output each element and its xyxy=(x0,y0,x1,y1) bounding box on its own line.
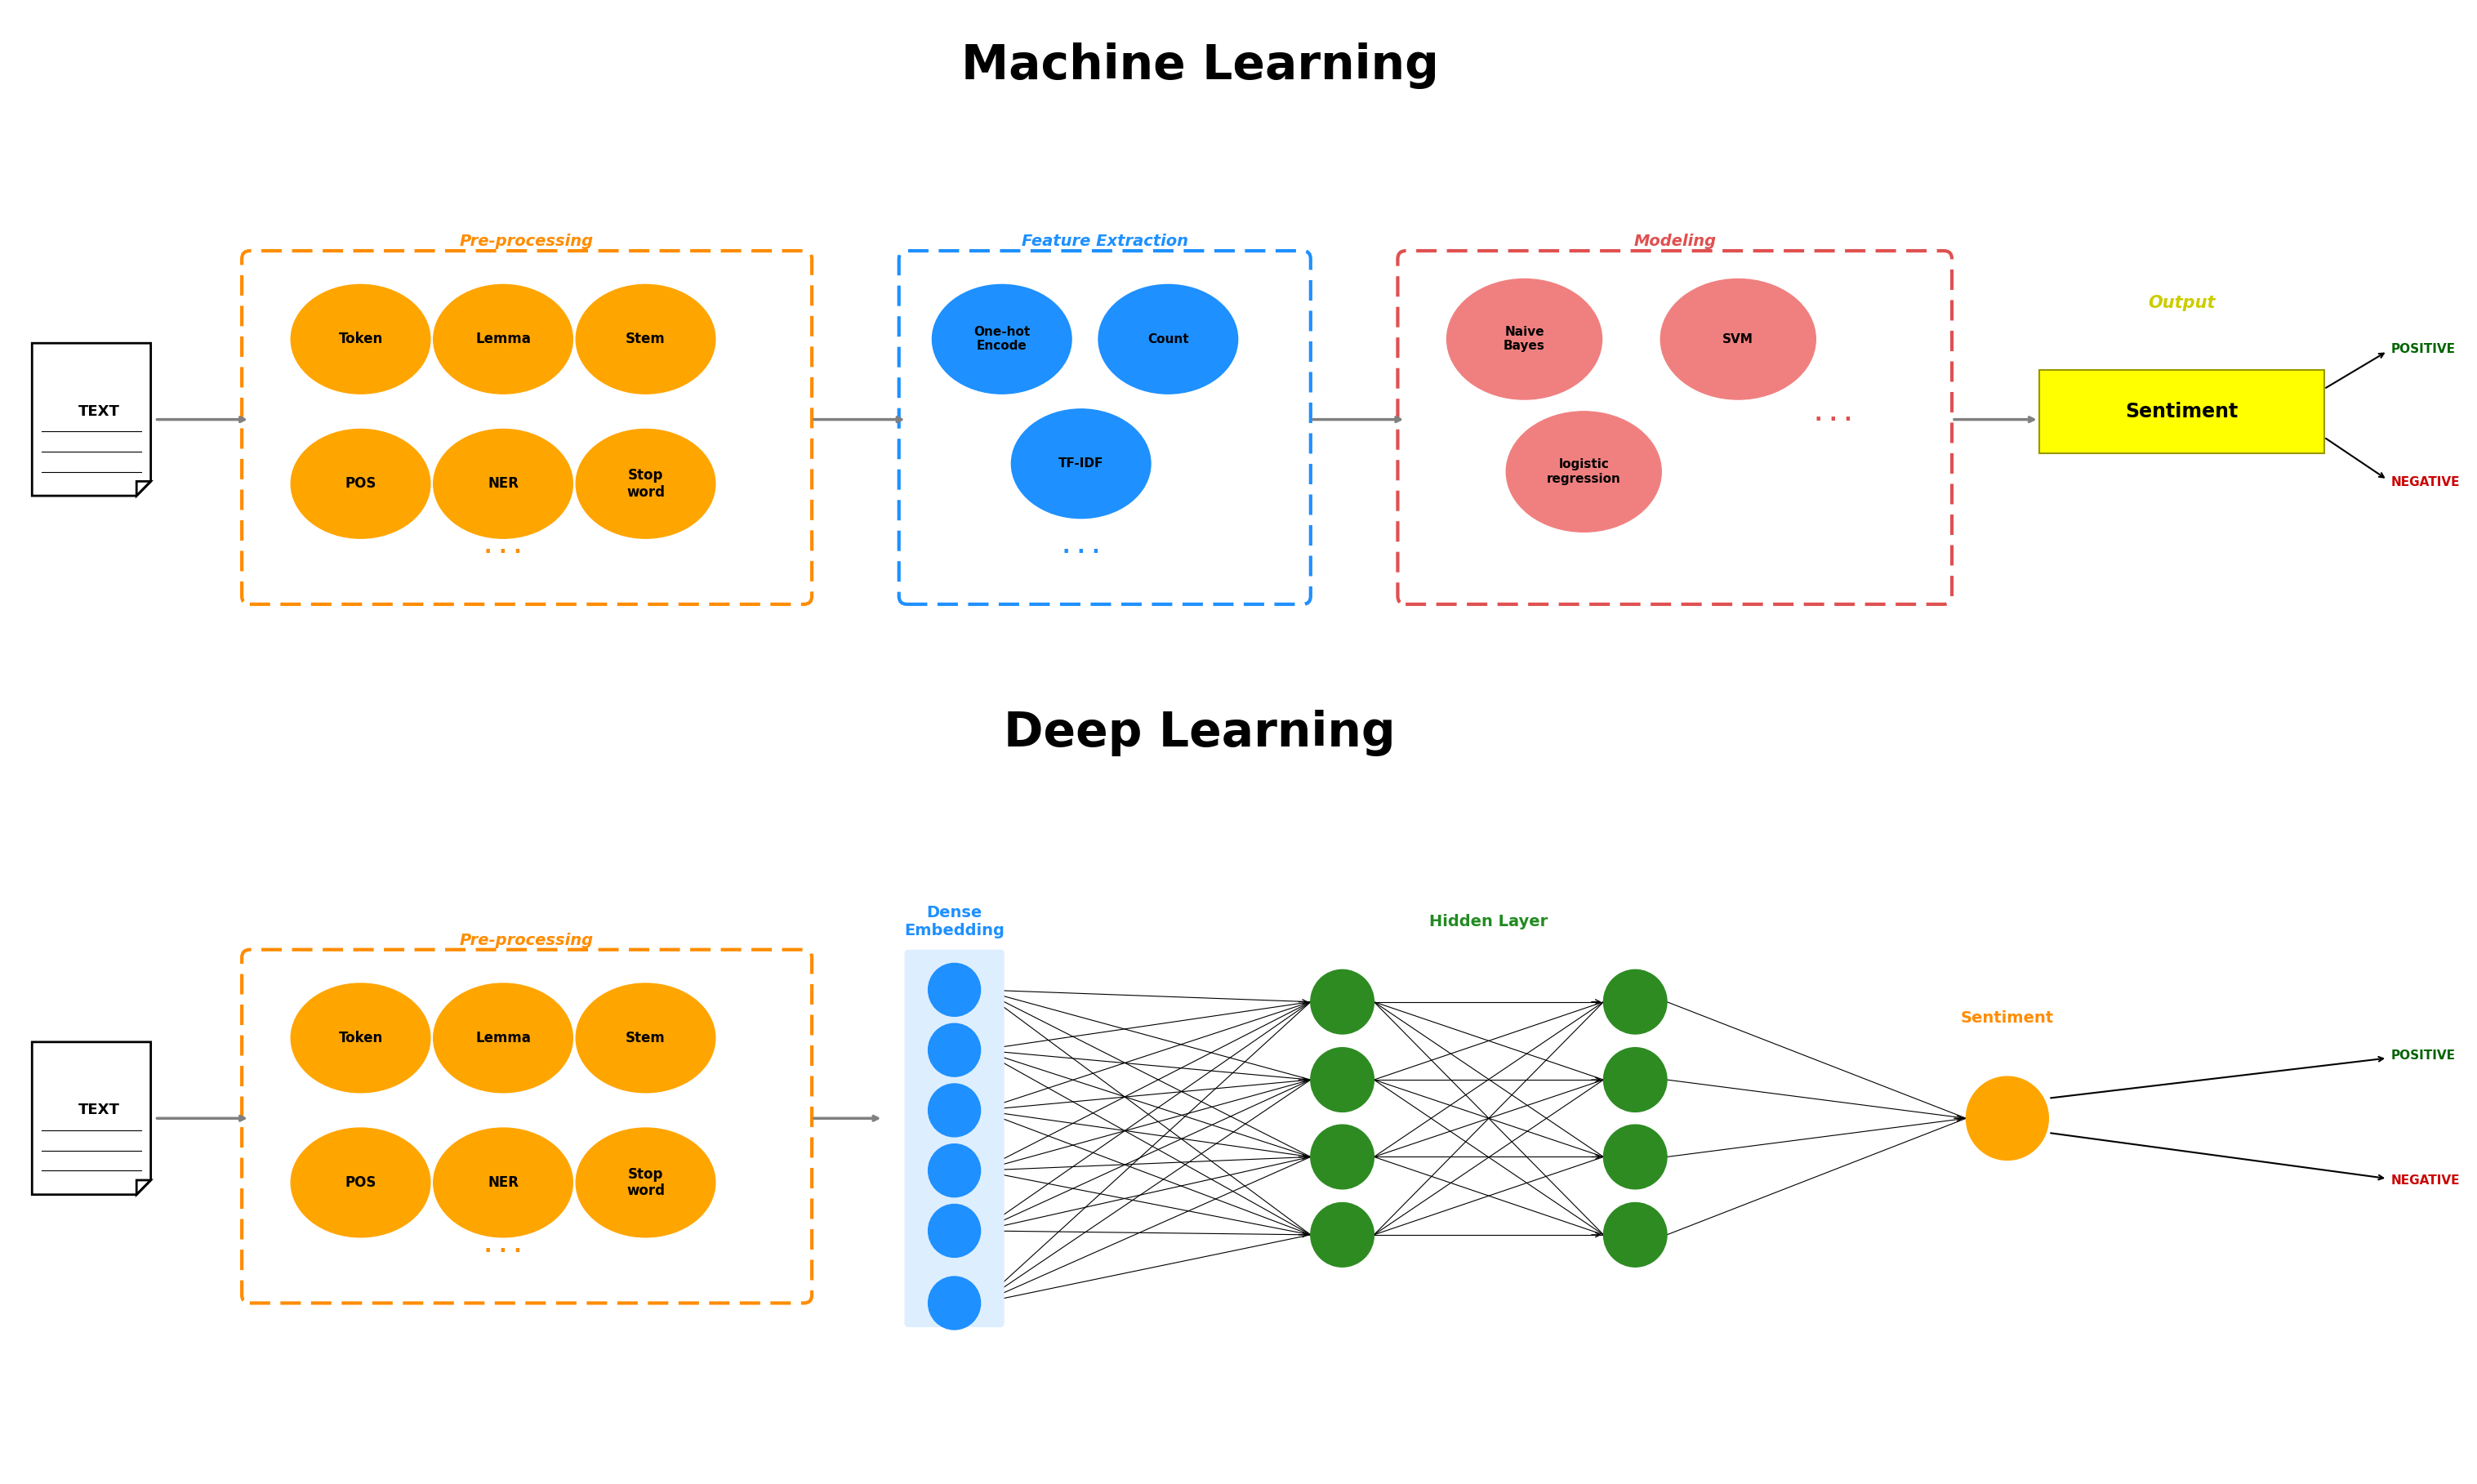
Ellipse shape xyxy=(433,285,572,393)
Circle shape xyxy=(1310,969,1375,1034)
Text: · · ·: · · · xyxy=(1816,410,1853,429)
Ellipse shape xyxy=(1447,279,1603,399)
Text: POSITIVE: POSITIVE xyxy=(2390,343,2455,355)
Circle shape xyxy=(929,1276,981,1330)
Ellipse shape xyxy=(290,429,431,539)
Text: POS: POS xyxy=(344,476,377,491)
Circle shape xyxy=(929,1083,981,1137)
Ellipse shape xyxy=(1660,279,1816,399)
Text: logistic
regression: logistic regression xyxy=(1546,459,1620,485)
Text: Lemma: Lemma xyxy=(476,1031,530,1045)
Text: Modeling: Modeling xyxy=(1632,233,1717,249)
Ellipse shape xyxy=(433,1128,572,1238)
Text: TF-IDF: TF-IDF xyxy=(1058,457,1105,470)
Text: Feature Extraction: Feature Extraction xyxy=(1021,233,1189,249)
Text: Count: Count xyxy=(1147,332,1189,346)
Text: POSITIVE: POSITIVE xyxy=(2390,1049,2455,1061)
Ellipse shape xyxy=(1506,411,1662,531)
Circle shape xyxy=(1603,1125,1667,1189)
Circle shape xyxy=(929,1144,981,1198)
Text: · · ·: · · · xyxy=(1063,542,1100,562)
Text: Naive
Bayes: Naive Bayes xyxy=(1504,326,1546,352)
Text: NER: NER xyxy=(488,1175,518,1190)
Text: · · ·: · · · xyxy=(485,1241,523,1260)
Text: Token: Token xyxy=(339,1031,384,1045)
Circle shape xyxy=(1603,1202,1667,1267)
Circle shape xyxy=(1603,969,1667,1034)
Ellipse shape xyxy=(577,1128,716,1238)
Circle shape xyxy=(929,1024,981,1076)
Circle shape xyxy=(929,1205,981,1257)
Text: NEGATIVE: NEGATIVE xyxy=(2390,476,2460,488)
Text: Output: Output xyxy=(2148,295,2214,312)
Text: Dense
Embedding: Dense Embedding xyxy=(904,905,1006,938)
Text: TEXT: TEXT xyxy=(79,404,119,418)
FancyBboxPatch shape xyxy=(2039,370,2323,453)
Ellipse shape xyxy=(290,285,431,393)
Ellipse shape xyxy=(290,984,431,1092)
Text: Hidden Layer: Hidden Layer xyxy=(1429,914,1548,929)
Ellipse shape xyxy=(433,429,572,539)
Circle shape xyxy=(1603,1048,1667,1112)
Ellipse shape xyxy=(577,984,716,1092)
Text: TEXT: TEXT xyxy=(79,1103,119,1117)
FancyBboxPatch shape xyxy=(904,950,1003,1327)
Text: NEGATIVE: NEGATIVE xyxy=(2390,1175,2460,1187)
Ellipse shape xyxy=(577,285,716,393)
Text: Lemma: Lemma xyxy=(476,332,530,347)
Ellipse shape xyxy=(290,1128,431,1238)
Circle shape xyxy=(1967,1076,2048,1160)
Text: Pre-processing: Pre-processing xyxy=(461,233,594,249)
Text: Sentiment: Sentiment xyxy=(1962,1011,2053,1025)
Text: SVM: SVM xyxy=(1722,332,1754,346)
Text: Machine Learning: Machine Learning xyxy=(961,43,1439,89)
Text: Stop
word: Stop word xyxy=(627,467,664,500)
Text: · · ·: · · · xyxy=(485,542,523,562)
Text: One-hot
Encode: One-hot Encode xyxy=(973,326,1030,352)
Text: Pre-processing: Pre-processing xyxy=(461,932,594,948)
Ellipse shape xyxy=(433,984,572,1092)
Ellipse shape xyxy=(577,429,716,539)
Ellipse shape xyxy=(1011,410,1152,518)
Circle shape xyxy=(929,963,981,1017)
Circle shape xyxy=(1310,1048,1375,1112)
Text: POS: POS xyxy=(344,1175,377,1190)
Text: NER: NER xyxy=(488,476,518,491)
Text: Deep Learning: Deep Learning xyxy=(1003,709,1395,755)
Text: Stem: Stem xyxy=(627,332,666,347)
Text: Stem: Stem xyxy=(627,1031,666,1045)
Text: Stop
word: Stop word xyxy=(627,1166,664,1199)
Ellipse shape xyxy=(931,285,1073,393)
Text: Token: Token xyxy=(339,332,384,347)
Ellipse shape xyxy=(1097,285,1238,393)
Circle shape xyxy=(1310,1202,1375,1267)
Circle shape xyxy=(1310,1125,1375,1189)
Text: Sentiment: Sentiment xyxy=(2125,402,2237,421)
